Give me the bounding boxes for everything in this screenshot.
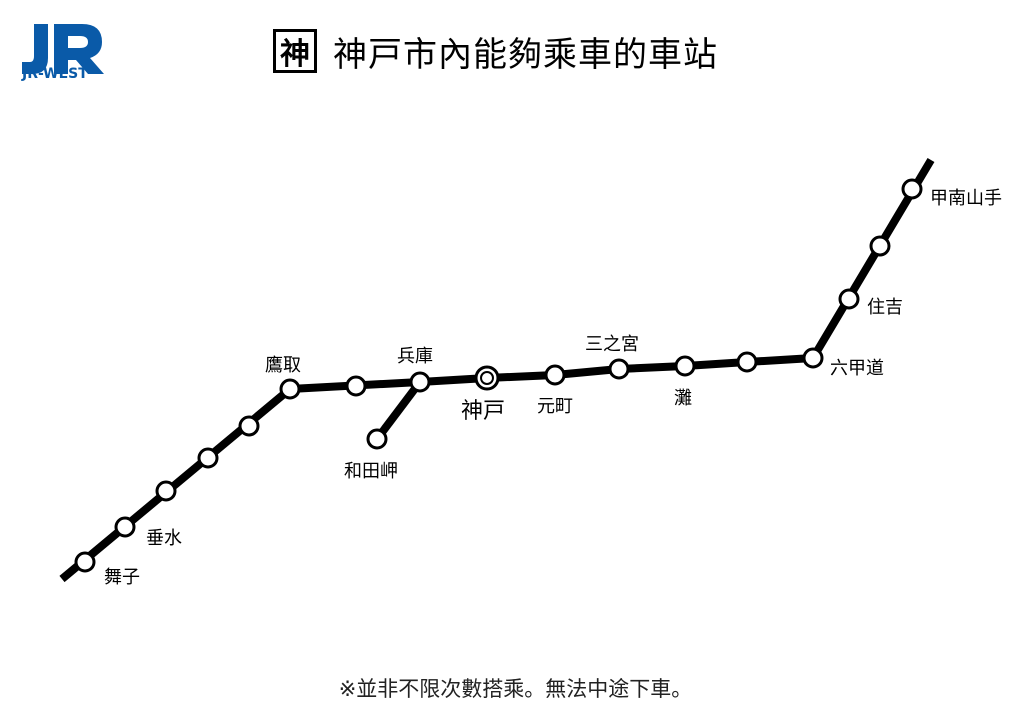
station-label-rokkomichi: 六甲道	[830, 358, 884, 379]
station-marker-wadamisaki	[366, 428, 388, 450]
station-label-tarumi: 垂水	[146, 528, 182, 549]
page-title: 神 神戸市內能夠乘車的車站	[273, 26, 718, 76]
station-marker-tarumi	[114, 516, 136, 538]
station-marker	[736, 351, 758, 373]
station-label-wadamisaki: 和田岬	[344, 461, 398, 482]
station-marker-kobe	[474, 365, 500, 391]
station-marker	[197, 447, 219, 469]
station-marker-sannomiya	[608, 358, 630, 380]
station-marker-motomachi	[544, 364, 566, 386]
footnote: ※並非不限次數搭乘。無法中途下車。	[338, 677, 693, 701]
station-marker-rokkomichi	[802, 347, 824, 369]
branch-line-wadamisaki	[373, 379, 424, 442]
station-marker-konanyamate	[901, 178, 923, 200]
jr-west-logo-text: JR-WEST	[22, 66, 88, 82]
station-marker-sumiyoshi	[838, 288, 860, 310]
station-label-sannomiya: 三之宮	[585, 334, 639, 355]
station-marker-maiko	[74, 551, 96, 573]
main-line	[59, 157, 935, 583]
station-marker	[869, 235, 891, 257]
station-marker-nada	[674, 355, 696, 377]
station-label-sumiyoshi: 住吉	[867, 297, 903, 318]
station-marker	[155, 480, 177, 502]
station-marker-hyogo	[409, 371, 431, 393]
station-label-kobe: 神戸	[461, 399, 505, 424]
station-label-hyogo: 兵庫	[397, 346, 433, 367]
station-marker	[238, 415, 260, 437]
station-marker-takatori	[279, 378, 301, 400]
station-label-takatori: 鷹取	[265, 354, 301, 376]
jr-west-logo-icon	[22, 24, 104, 74]
station-label-maiko: 舞子	[104, 567, 140, 588]
station-label-konanyamate: 甲南山手	[930, 188, 1002, 209]
title-text: 神戸市內能夠乘車的車站	[333, 34, 718, 75]
title-badge: 神	[273, 29, 317, 73]
station-marker	[345, 375, 367, 397]
station-label-motomachi: 元町	[537, 396, 573, 417]
station-label-nada: 灘	[674, 388, 692, 409]
